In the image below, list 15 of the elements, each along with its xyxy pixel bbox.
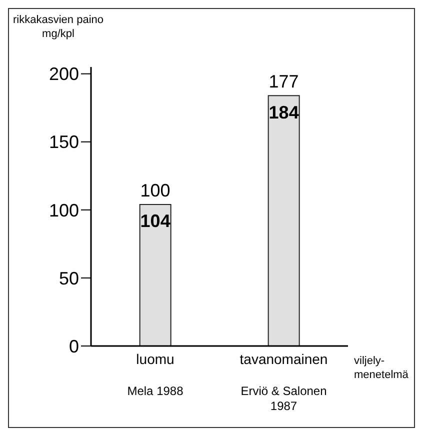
data-label: 184	[268, 102, 299, 122]
annotation: 177	[268, 72, 299, 92]
data-label: 104	[140, 211, 170, 232]
y-tick-label: 100	[48, 200, 79, 220]
x-tick-label: tavanomainen	[240, 350, 328, 367]
annotation: 100	[140, 180, 170, 200]
x-axis-title: viljely- menetelmä	[354, 354, 408, 382]
y-tick-label: 200	[48, 64, 79, 84]
x-tick-label: luomu	[136, 350, 174, 367]
y-tick-label: 150	[48, 132, 79, 152]
text: Erviö & Salonen 1987	[240, 384, 328, 414]
y-axis-title: rikkakasvien paino mg/kpl	[13, 13, 104, 41]
y-tick-label: 50	[58, 268, 79, 288]
y-tick-label: 0	[68, 336, 79, 356]
text: Mela 1988	[126, 384, 184, 399]
